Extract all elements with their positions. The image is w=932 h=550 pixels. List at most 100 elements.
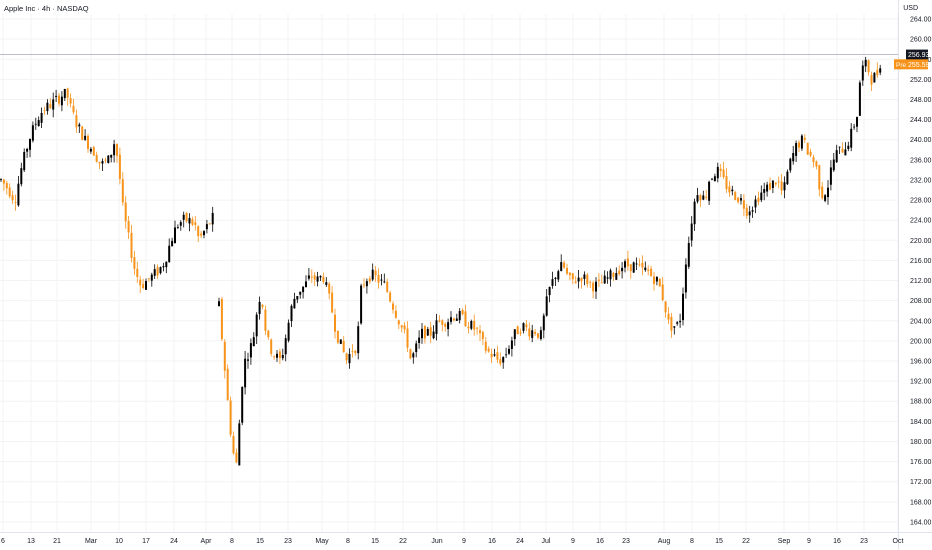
- candle-body: [43, 110, 46, 112]
- x-tick-label: Jul: [542, 538, 551, 545]
- y-tick-label: 244.00: [910, 117, 932, 124]
- candle-body: [751, 210, 754, 212]
- candle-body: [296, 296, 299, 300]
- candle-body: [232, 436, 235, 454]
- x-tick-label: 8: [346, 538, 350, 545]
- candle-body: [568, 272, 571, 276]
- pre-market-tag: [894, 59, 928, 70]
- candle-body: [586, 274, 589, 285]
- candle-body: [368, 278, 371, 282]
- candle-body: [299, 291, 302, 295]
- candle-body: [205, 224, 208, 230]
- candle-body: [722, 169, 725, 177]
- candle-body: [226, 368, 229, 401]
- candle-body: [490, 353, 493, 358]
- candle-body: [824, 195, 827, 201]
- candle-body: [484, 341, 487, 351]
- candle-body: [403, 325, 406, 330]
- candle-body: [644, 267, 647, 271]
- candle-body: [829, 167, 832, 185]
- candle-body: [319, 276, 322, 278]
- candle-body: [220, 298, 223, 340]
- candle-body: [676, 322, 679, 324]
- x-tick-label: Jun: [431, 538, 442, 545]
- candle-body: [600, 282, 603, 284]
- candle-body: [716, 166, 719, 179]
- candle-body: [92, 147, 95, 156]
- candle-body: [52, 99, 55, 110]
- candle-body: [182, 214, 185, 220]
- candle-body: [690, 223, 693, 241]
- candle-body: [130, 232, 133, 259]
- candle-body: [873, 72, 876, 83]
- candle-body: [400, 325, 403, 328]
- candle-body: [621, 267, 624, 272]
- candle-body: [455, 318, 458, 321]
- candle-body: [176, 227, 179, 228]
- candle-body: [856, 117, 858, 127]
- candle-body: [757, 197, 760, 202]
- candle-body: [438, 320, 441, 322]
- candle-body: [270, 339, 273, 354]
- candle-body: [481, 332, 484, 339]
- candle-body: [84, 135, 87, 140]
- candle-body: [247, 359, 249, 361]
- x-tick-label: 17: [142, 538, 150, 545]
- candle-body: [583, 274, 586, 279]
- candle-body: [441, 320, 444, 325]
- y-tick-label: 192.00: [910, 379, 932, 386]
- candle-body: [81, 126, 84, 141]
- candle-body: [809, 151, 812, 156]
- candle-body: [336, 330, 339, 343]
- candle-body: [397, 320, 400, 325]
- candle-body: [357, 326, 360, 354]
- y-tick-label: 184.00: [910, 419, 932, 426]
- y-tick-label: 224.00: [910, 218, 932, 225]
- candle-body: [2, 179, 5, 184]
- y-tick-label: 200.00: [910, 338, 932, 345]
- candle-body: [525, 324, 528, 328]
- candle-body: [383, 281, 386, 283]
- candle-body: [655, 276, 658, 282]
- candle-body: [302, 286, 305, 293]
- candle-body: [11, 195, 14, 201]
- candle-body: [328, 283, 331, 294]
- candle-body: [392, 303, 394, 310]
- candle-body: [104, 159, 107, 161]
- candle-body: [597, 279, 600, 281]
- x-tick-label: 8: [690, 538, 694, 545]
- candle-body: [693, 201, 696, 225]
- candle-body: [699, 195, 702, 201]
- candle-body: [264, 309, 267, 331]
- candle-body: [415, 343, 418, 353]
- candle-body: [496, 352, 499, 360]
- candle-body: [444, 323, 447, 327]
- candle-body: [803, 137, 806, 140]
- candle-body: [276, 353, 278, 358]
- candle-body: [876, 69, 879, 76]
- candle-body: [101, 161, 104, 164]
- candle-body: [40, 112, 43, 123]
- candle-body: [835, 150, 838, 163]
- candle-body: [147, 278, 150, 280]
- candle-body: [682, 293, 684, 321]
- candle-body: [531, 330, 534, 338]
- candle-body: [879, 68, 882, 73]
- candle-body: [458, 310, 461, 321]
- candle-body: [168, 245, 171, 263]
- candle-body: [450, 317, 452, 322]
- candle-body: [322, 276, 325, 282]
- candle-body: [542, 315, 545, 331]
- candle-body: [95, 154, 98, 162]
- x-tick-label: 9: [571, 538, 575, 545]
- candle-body: [107, 155, 110, 163]
- candle-body: [452, 318, 455, 321]
- x-tick-label: 9: [462, 538, 466, 545]
- candle-body: [705, 196, 708, 198]
- candle-body: [734, 192, 737, 200]
- price-tags: 256.93 Pre 255.59: [894, 49, 930, 70]
- candle-body: [258, 301, 261, 314]
- candle-body: [334, 314, 336, 332]
- candle-body: [725, 176, 728, 190]
